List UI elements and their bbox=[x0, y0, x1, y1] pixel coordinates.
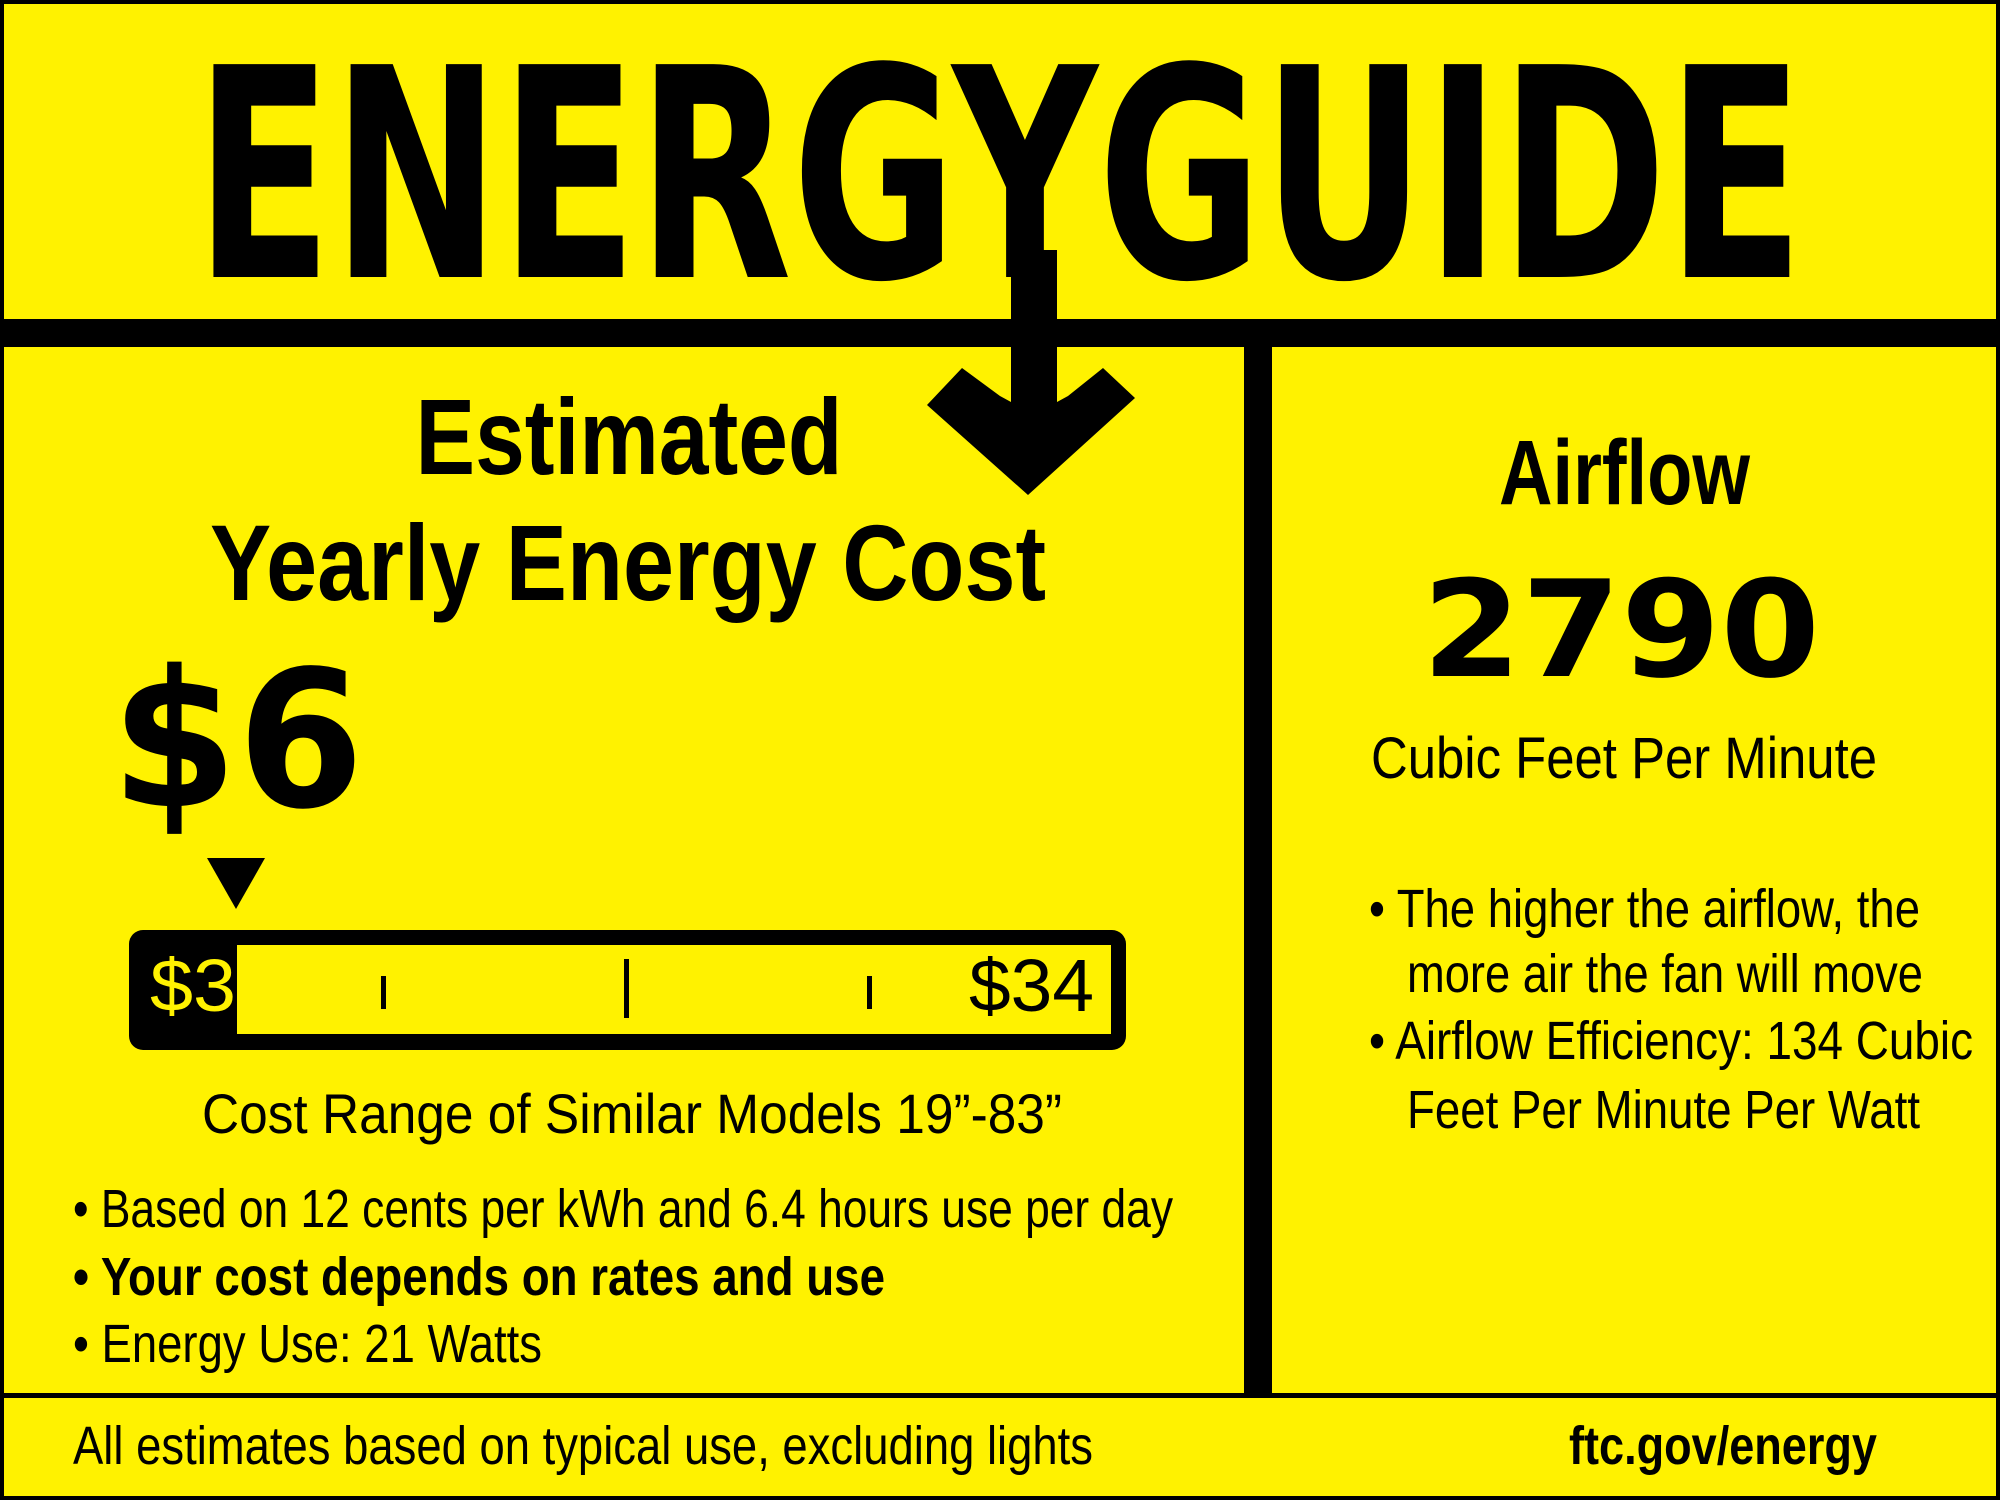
header-divider bbox=[0, 319, 2000, 347]
scale-tick bbox=[381, 976, 386, 1009]
cost-bullet-depends: • Your cost depends on rates and use bbox=[73, 1247, 885, 1307]
airflow-value: 2790 bbox=[1422, 552, 1820, 708]
airflow-bullet-1: • The higher the airflow, the bbox=[1369, 879, 1920, 939]
scale-max-label: $34 bbox=[969, 944, 1094, 1027]
arrow-down-icon bbox=[927, 368, 1135, 495]
cost-bullet-energy-use: • Energy Use: 21 Watts bbox=[73, 1314, 542, 1374]
airflow-bullet-1-cont: more air the fan will move bbox=[1407, 944, 1923, 1004]
arrow-stem bbox=[1011, 250, 1057, 420]
cost-bullet-rate: • Based on 12 cents per kWh and 6.4 hour… bbox=[73, 1179, 1173, 1239]
scale-min-label: $3 bbox=[150, 944, 236, 1027]
footer-note: All estimates based on typical use, excl… bbox=[73, 1416, 1093, 1476]
footer-divider bbox=[0, 1393, 2000, 1398]
vertical-divider bbox=[1244, 340, 1272, 1396]
scale-tick-mid bbox=[624, 959, 629, 1018]
airflow-unit: Cubic Feet Per Minute bbox=[1371, 726, 1877, 791]
cost-heading-line1: Estimated bbox=[416, 376, 843, 497]
scale-tick bbox=[867, 976, 872, 1009]
yearly-cost-value: $6 bbox=[111, 630, 364, 851]
cost-marker-triangle-icon bbox=[207, 858, 265, 909]
airflow-bullet-2-cont: Feet Per Minute Per Watt bbox=[1407, 1080, 1920, 1140]
ftc-energy-link[interactable]: ftc.gov/energy bbox=[1569, 1416, 1877, 1476]
cost-range-caption: Cost Range of Similar Models 19”-83” bbox=[202, 1082, 1062, 1145]
cost-heading-line2: Yearly Energy Cost bbox=[210, 502, 1046, 623]
airflow-bullet-2: • Airflow Efficiency: 134 Cubic bbox=[1369, 1011, 1973, 1071]
energyguide-title: ENERGYGUIDE bbox=[195, 6, 1804, 346]
airflow-heading: Airflow bbox=[1499, 422, 1750, 524]
